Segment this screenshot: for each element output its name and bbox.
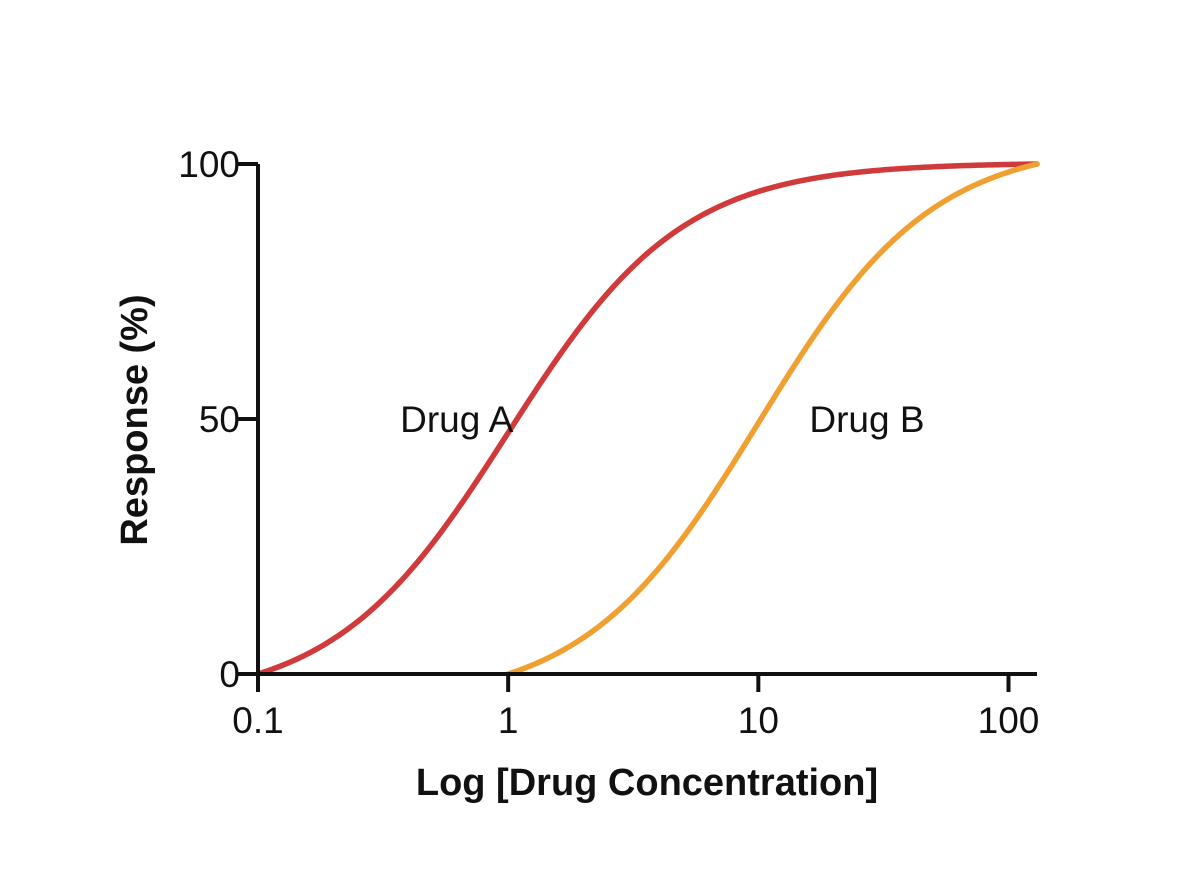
- x-tick-label: 10: [738, 700, 779, 741]
- labels-layer: 0 50 100 0.1 1 10 100 Drug A Drug B: [178, 144, 1039, 741]
- curves-layer: [255, 161, 1040, 677]
- y-tick-label: 50: [199, 399, 240, 440]
- x-tick-label: 0.1: [232, 700, 283, 741]
- y-tick-label: 100: [178, 144, 240, 185]
- series-line-drug-b: [505, 161, 1040, 677]
- x-tick-label: 1: [498, 700, 519, 741]
- y-tick-label: 0: [219, 654, 240, 695]
- series-label-drug-b: Drug B: [809, 399, 924, 440]
- x-axis-title: Log [Drug Concentration]: [416, 762, 878, 804]
- series-line-drug-a: [255, 161, 1040, 677]
- y-axis-title: Response (%): [114, 294, 156, 545]
- ticks-layer: [238, 162, 1011, 692]
- x-tick-label: 100: [978, 700, 1040, 741]
- series-label-drug-a: Drug A: [400, 399, 513, 440]
